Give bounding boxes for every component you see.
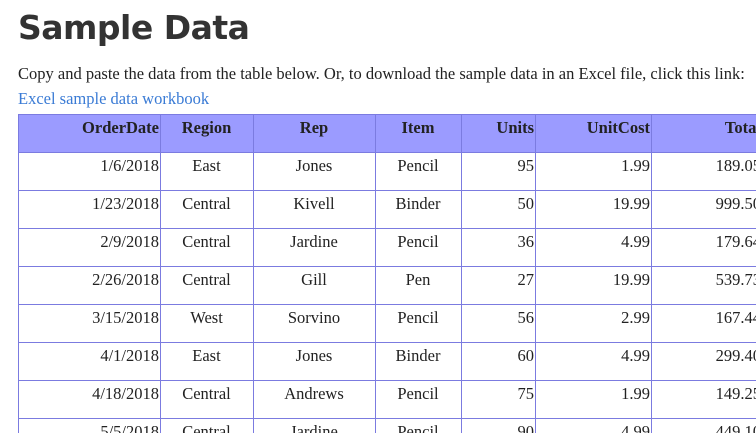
table-cell: 1.99	[535, 152, 652, 191]
column-header: Total	[651, 114, 756, 153]
workbook-link[interactable]: Excel sample data workbook	[18, 89, 210, 108]
table-cell: West	[160, 304, 254, 343]
table-cell: Gill	[253, 266, 376, 305]
table-cell: 2/9/2018	[18, 228, 161, 267]
table-cell: 999.50	[651, 190, 756, 229]
column-header: Region	[160, 114, 254, 153]
intro-text: Copy and paste the data from the table b…	[18, 64, 745, 83]
table-cell: Central	[160, 190, 254, 229]
table-cell: 449.10	[651, 418, 756, 433]
table-cell: 4.99	[535, 228, 652, 267]
page-title: Sample Data	[18, 8, 250, 47]
table-cell: East	[160, 342, 254, 381]
header-row: OrderDateRegionRepItemUnitsUnitCostTotal	[18, 114, 756, 153]
table-cell: 19.99	[535, 266, 652, 305]
column-header: Item	[375, 114, 462, 153]
table-cell: 2.99	[535, 304, 652, 343]
table-cell: Jones	[253, 342, 376, 381]
table-cell: 95	[461, 152, 536, 191]
table-cell: Pen	[375, 266, 462, 305]
table-cell: 4/18/2018	[18, 380, 161, 419]
table-cell: 60	[461, 342, 536, 381]
table-cell: Binder	[375, 342, 462, 381]
column-header: Units	[461, 114, 536, 153]
table-cell: Pencil	[375, 152, 462, 191]
table-cell: 50	[461, 190, 536, 229]
table-cell: Pencil	[375, 304, 462, 343]
table-cell: 90	[461, 418, 536, 433]
table-cell: Kivell	[253, 190, 376, 229]
column-header: Rep	[253, 114, 376, 153]
table-cell: 1/6/2018	[18, 152, 161, 191]
table-cell: Pencil	[375, 380, 462, 419]
table-cell: Binder	[375, 190, 462, 229]
table-cell: Central	[160, 266, 254, 305]
table-cell: 3/15/2018	[18, 304, 161, 343]
table-cell: 1/23/2018	[18, 190, 161, 229]
table-cell: Jardine	[253, 228, 376, 267]
data-table: OrderDateRegionRepItemUnitsUnitCostTotal…	[18, 114, 756, 433]
table-cell: 19.99	[535, 190, 652, 229]
table-cell: Jones	[253, 152, 376, 191]
table-cell: 56	[461, 304, 536, 343]
table-cell: 2/26/2018	[18, 266, 161, 305]
table-cell: 167.44	[651, 304, 756, 343]
table-cell: 299.40	[651, 342, 756, 381]
table-cell: East	[160, 152, 254, 191]
table-cell: 149.25	[651, 380, 756, 419]
table-cell: Central	[160, 228, 254, 267]
table-cell: 75	[461, 380, 536, 419]
table-cell: 36	[461, 228, 536, 267]
table-cell: 539.73	[651, 266, 756, 305]
column-header: UnitCost	[535, 114, 652, 153]
table-cell: Pencil	[375, 418, 462, 433]
table-cell: 189.05	[651, 152, 756, 191]
table-cell: 4.99	[535, 418, 652, 433]
table-cell: Jardine	[253, 418, 376, 433]
table-cell: 1.99	[535, 380, 652, 419]
table-wrap: OrderDateRegionRepItemUnitsUnitCostTotal…	[18, 114, 756, 433]
table-cell: 179.64	[651, 228, 756, 267]
table-cell: Pencil	[375, 228, 462, 267]
table-cell: 5/5/2018	[18, 418, 161, 433]
table-cell: Central	[160, 418, 254, 433]
table-cell: Andrews	[253, 380, 376, 419]
table-body: 1/6/2018EastJonesPencil951.99189.051/23/…	[18, 152, 756, 433]
table-cell: 4.99	[535, 342, 652, 381]
table-cell: 4/1/2018	[18, 342, 161, 381]
table-row: 1/23/2018 Central Kivell Binder 50 19.99 999.5…	[18, 190, 756, 229]
intro: Copy and paste the data from the table b…	[18, 61, 756, 111]
table-row: 4/18/2018 Central Andrews Pencil 75 1.99 149.2…	[18, 380, 756, 419]
table-cell: 27	[461, 266, 536, 305]
column-header: OrderDate	[18, 114, 161, 153]
table-cell: Central	[160, 380, 254, 419]
table-cell: Sorvino	[253, 304, 376, 343]
